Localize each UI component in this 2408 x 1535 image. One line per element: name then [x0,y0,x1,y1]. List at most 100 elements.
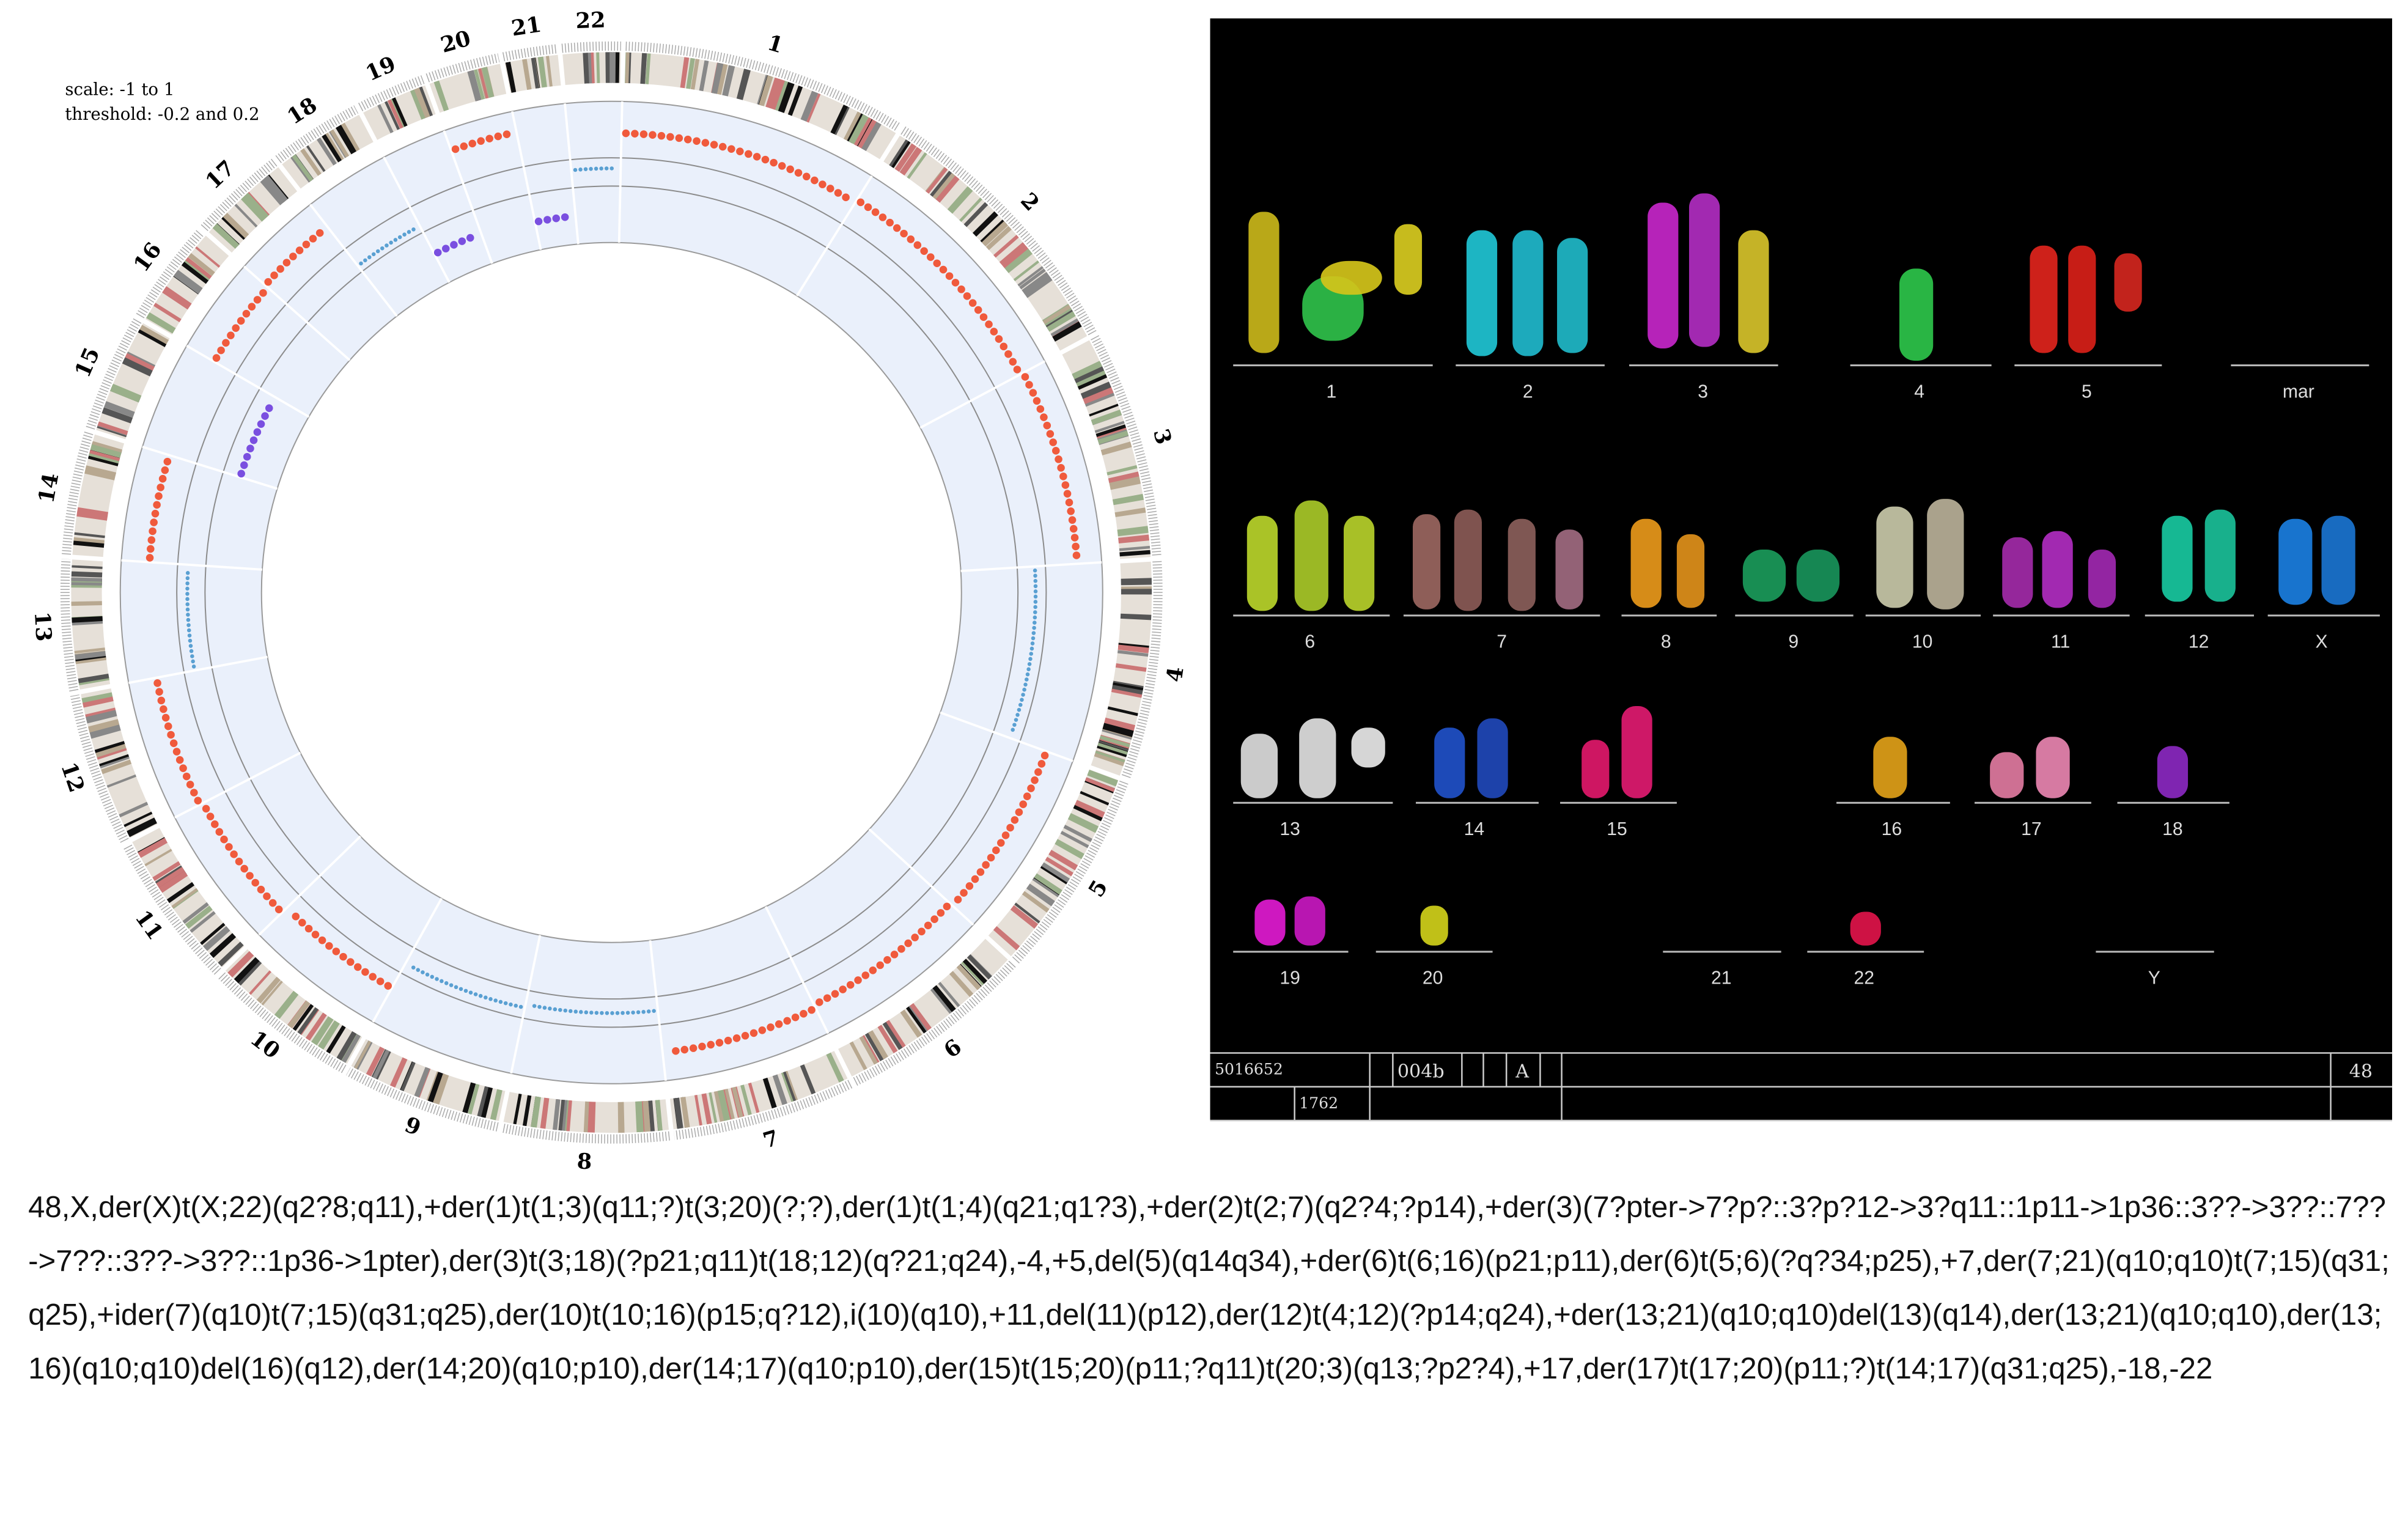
ideogram-ticks [218,971,347,1073]
ideogram-band [711,62,724,94]
chromosome [1299,718,1336,798]
ideogram-band [900,1009,922,1038]
ideogram-ticks [345,1067,499,1132]
ideogram-ticks [201,158,278,232]
ideogram-band [778,81,795,113]
chromosome [2088,549,2116,608]
ideogram-ticks [900,126,1097,336]
ideogram-band [1112,493,1144,506]
chromosome-label: 5 [1084,876,1113,902]
ideogram-band [316,137,337,166]
chromosome-label: 20 [438,26,473,58]
ideogram-band [861,121,882,152]
copy-number [534,212,576,226]
ideogram-band [173,274,200,295]
copy-number [814,902,951,1007]
ideogram-band [200,922,226,945]
ideogram-ticks [358,75,425,111]
ideogram-band [110,386,141,403]
ideogram-band [90,444,122,458]
copy-number [1009,568,1038,737]
chromosome-divider [383,156,451,283]
chromosome-divider [121,559,263,571]
copy-number [264,226,328,286]
ideogram-band [1055,839,1084,860]
group-label: 16 [1882,819,1902,839]
ideogram-band [400,1061,416,1092]
copy-number [622,129,855,205]
ideogram-band [690,59,700,90]
ideogram-band [95,743,127,758]
ideogram-band [188,252,215,276]
chromosome [1512,230,1544,356]
chromosome [1344,515,1375,611]
ideogram-band [1050,318,1079,337]
ideogram [96,323,170,440]
ideogram-band [748,1082,760,1113]
ideogram-band [963,202,989,227]
ideogram-band [899,147,922,176]
ideogram-band [171,888,198,908]
ideogram-band [864,1033,884,1061]
ideogram-band [88,719,120,733]
ideogram-band [1047,311,1076,332]
group-label: 11 [2051,632,2070,652]
ideogram-band [1052,321,1082,342]
ideogram-band [138,329,167,347]
chromosome [1412,514,1441,609]
copy-number [527,1003,656,1015]
ideogram-band [336,125,356,155]
copy-number [212,287,269,362]
ideogram-band [906,1006,927,1034]
chromosome [2068,245,2096,353]
chromosome-label: 15 [70,344,105,381]
ideogram-band [1080,790,1110,806]
ideogram-band [701,1093,712,1125]
ideogram-band [467,70,482,101]
threshold-circle [204,185,1019,1000]
chromosome-divider [940,711,1073,762]
ideogram-band [311,1016,334,1046]
ideogram-band [82,696,114,708]
chromosome [1621,706,1652,798]
ideogram-band [886,1020,906,1048]
ideogram-band [462,1082,476,1114]
chromosome [2162,515,2193,602]
copy-number [433,230,482,257]
ideogram-band [119,801,149,818]
circos-plot: scale: -1 to 1 threshold: -0.2 and 0.2 1… [29,7,1189,1174]
chromosome-label: 12 [56,759,89,796]
chromosome [2157,746,2189,798]
ideogram-band [181,262,209,284]
copy-number [145,455,172,562]
ideogram-band [482,67,495,98]
chromosome [2114,253,2142,312]
ideogram-band [531,1096,541,1128]
ideogram-band [956,964,981,990]
group-label: 1 [1327,381,1337,402]
chromosome-divider [511,111,542,250]
ideogram-band [260,177,285,205]
ideogram-band [1045,856,1073,877]
threshold-label: threshold: -0.2 and 0.2 [65,104,259,124]
chromosome [1581,740,1610,798]
group-label: X [2315,632,2327,652]
ideogram-band [1087,771,1117,786]
chromosome-divider [174,751,301,819]
chromosome-label: 19 [362,51,399,86]
ideogram-band [292,1004,314,1031]
group-label: 6 [1305,632,1315,652]
ideogram-band [1077,374,1108,390]
ideogram-band [993,235,1019,258]
ideogram-band [740,1084,752,1116]
ideogram-band [1113,682,1144,691]
chromosome-label: 10 [246,1026,285,1064]
ideogram-band [336,1031,357,1061]
ideogram-band [1115,663,1147,672]
chromosome [1320,260,1382,295]
ideogram-band [195,246,221,268]
ideogram-band [724,1088,735,1120]
ideogram-band [907,152,927,179]
